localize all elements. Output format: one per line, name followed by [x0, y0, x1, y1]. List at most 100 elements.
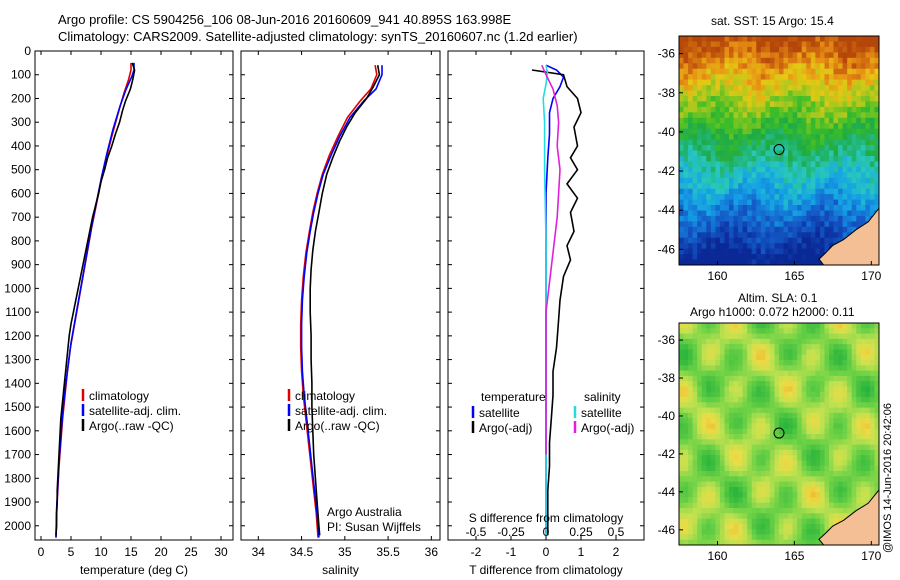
y-tick-label: 400 [11, 139, 31, 153]
map2-title-2: Argo h1000: 0.072 h2000: 0.11 [690, 305, 855, 319]
series-line-climatology [55, 62, 132, 538]
map1-title: sat. SST: 15 Argo: 15.4 [711, 14, 834, 28]
x-tick-label: 25 [184, 545, 198, 559]
credit-line-2: PI: Susan Wijffels [327, 520, 421, 534]
y-tick-label: 1400 [4, 376, 31, 390]
y-tick-label: 500 [11, 163, 31, 177]
credit-line-1: Argo Australia [327, 505, 402, 519]
y-tick-label: -46 [658, 523, 676, 537]
x-tick-label: 165 [784, 549, 804, 563]
y-tick-label: -40 [658, 409, 676, 423]
y-tick-label: 1700 [4, 448, 31, 462]
salinity-profile-panel: 34 34.5 35 35.5 36 salinity climatologysatelli… [240, 50, 441, 577]
axes-box [240, 50, 441, 541]
map-field [679, 323, 879, 545]
map2-title-1: Altim. SLA: 0.1 [738, 291, 818, 305]
argo-position-marker [773, 144, 785, 156]
header-line-2: Climatology: CARS2009. Satellite-adjuste… [58, 29, 578, 44]
y-tick-label: 700 [11, 210, 31, 224]
y-tick-label: -42 [658, 164, 676, 178]
x-tick-label: 0 [38, 545, 45, 559]
sla-map-panel: 160 165 170 -36 -38 -40 -42 -44 -46 [658, 322, 882, 563]
map-box [678, 322, 880, 546]
top-tick-label: 0 [543, 525, 550, 539]
y-tick-label: 1300 [4, 353, 31, 367]
y-tick-label: 1000 [4, 281, 31, 295]
x-tick-label: 160 [707, 549, 727, 563]
top-tick-label: 0.25 [569, 525, 593, 539]
legend-label: Argo(..raw -QC) [295, 419, 380, 433]
legend-label: Argo(..raw -QC) [89, 419, 174, 433]
y-tick-label: -36 [658, 47, 676, 61]
x-axis-label: salinity [322, 563, 359, 577]
x-tick-label: 35.5 [376, 545, 400, 559]
series-line-argo-raw-qc- [309, 65, 381, 536]
y-tick-label: 1600 [4, 424, 31, 438]
y-tick-label: -42 [658, 447, 676, 461]
legend-label: satellite-adj. clim. [89, 404, 181, 418]
x-tick-label: 0 [543, 545, 550, 559]
x-tick-label: 5 [68, 545, 75, 559]
temperature-profile-panel: 0100200300400500600700800900100011001200… [4, 44, 234, 577]
top-tick-label: 0.5 [608, 525, 625, 539]
legend-label: Argo(-adj) [479, 421, 532, 435]
y-tick-label: 2000 [4, 519, 31, 533]
series-line-temperature-argo-adj- [531, 69, 582, 536]
x-tick-label: 1 [578, 545, 585, 559]
x-axis-label: temperature (deg C) [80, 563, 188, 577]
x-tick-label: 34.5 [290, 545, 314, 559]
y-tick-label: 1800 [4, 471, 31, 485]
argo-position-marker [773, 427, 785, 439]
y-tick-label: 1200 [4, 329, 31, 343]
land-new-zealand [818, 488, 879, 545]
land-new-zealand [818, 206, 879, 265]
x-tick-label: 35 [338, 545, 352, 559]
x-tick-label: -1 [506, 545, 517, 559]
legend-label: Argo(-adj) [581, 421, 634, 435]
y-tick-label: 800 [11, 234, 31, 248]
x-tick-label: 165 [784, 269, 804, 283]
y-tick-label: -44 [658, 485, 676, 499]
x-tick-label: -2 [471, 545, 482, 559]
x-tick-label: 2 [613, 545, 620, 559]
map-box [678, 35, 880, 266]
y-tick-label: 900 [11, 258, 31, 272]
series-line-satellite-adj-clim- [300, 65, 383, 538]
legend-label: climatology [295, 389, 355, 403]
axes-box [34, 50, 234, 541]
x-tick-label: 20 [154, 545, 168, 559]
legend-label: satellite-adj. clim. [295, 404, 387, 418]
x-axis-label: T difference from climatology [469, 563, 623, 577]
series-line-satellite-adj-clim- [55, 62, 135, 538]
y-tick-label: -44 [658, 203, 676, 217]
y-tick-label: 1100 [5, 305, 31, 319]
legend-label: climatology [89, 389, 149, 403]
top-tick-label: -0.25 [497, 525, 525, 539]
series-line-salinity-argo-adj- [541, 64, 561, 455]
x-tick-label: 10 [94, 545, 108, 559]
y-tick-label: 0 [24, 44, 31, 58]
y-tick-label: 200 [11, 91, 31, 105]
y-tick-label: 1900 [4, 495, 31, 509]
x-tick-label: 36 [425, 545, 439, 559]
legend-title-salinity: salinity [584, 390, 621, 404]
legend-label: satellite [479, 406, 520, 420]
y-tick-label: -46 [658, 242, 676, 256]
y-tick-label: 1500 [4, 400, 31, 414]
legend-label: satellite [581, 406, 622, 420]
series-line-temperature-satellite [545, 64, 565, 536]
series-line-argo-raw-qc- [55, 62, 136, 536]
y-tick-label: -38 [658, 371, 676, 385]
x-tick-label: 170 [861, 269, 881, 283]
difference-profile-panel: -2 -1 0 1 2 T difference from climatology -0.5… [447, 50, 645, 577]
y-tick-label: -40 [658, 125, 676, 139]
y-tick-label: 600 [11, 186, 31, 200]
sst-map-panel: 160 165 170 -36 -38 -40 -42 -44 -46 [658, 35, 882, 283]
y-tick-label: 100 [11, 68, 31, 82]
x-tick-label: 15 [124, 545, 138, 559]
x-tick-label: 160 [707, 269, 727, 283]
top-axis-label: S difference from climatology [469, 511, 624, 525]
y-tick-label: -38 [658, 86, 676, 100]
x-tick-label: 34 [252, 545, 266, 559]
